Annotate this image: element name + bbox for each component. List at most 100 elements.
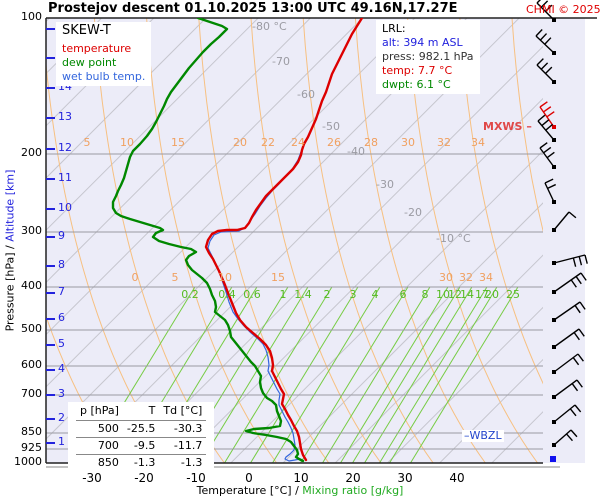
wind-barb: [552, 379, 583, 399]
table-cell: -9.5: [122, 437, 160, 455]
mixing-label-4: 4: [371, 288, 379, 301]
adiabat-label-r2-34: 34: [479, 271, 493, 284]
pressure-tick-700: 700: [21, 387, 42, 400]
pressure-tick-100: 100: [21, 10, 42, 23]
wind-barb: [552, 254, 588, 267]
wind-barb: [536, 0, 556, 22]
adiabat-label-r1-34: 34: [471, 136, 485, 149]
table-header: T: [148, 404, 156, 417]
wind-barb: [552, 429, 578, 447]
temp-tick-0: 0: [245, 471, 253, 485]
surface-level-square: [550, 456, 556, 462]
altitude-tick-9: 9: [58, 229, 65, 242]
wind-barb: [552, 272, 587, 294]
wind-barb: [552, 353, 584, 374]
pressure-tick-300: 300: [21, 224, 42, 237]
pressure-tick-925: 925: [21, 441, 42, 454]
table-cell: 500: [76, 420, 123, 438]
table-row: 850 -1.3 -1.3: [76, 454, 207, 471]
info-dewpoint: dwpt: 6.1 °C: [382, 78, 451, 91]
table-cell: -1.3: [122, 454, 160, 471]
altitude-tick-2: 2: [58, 411, 65, 424]
mixing-label-2: 2: [323, 288, 331, 301]
temperature-curve: [204, 18, 364, 462]
legend-item-temperature: temperature: [62, 42, 132, 55]
table-row: 700 -9.5 -11.7: [76, 437, 207, 455]
info-temperature: temp: 7.7 °C: [382, 64, 453, 77]
temp-tick-10: 10: [293, 471, 309, 485]
pressure-tick-500: 500: [21, 322, 42, 335]
isotherm-label--20: -20: [404, 206, 422, 219]
isotherm-label--50: -50: [322, 120, 340, 133]
adiabat-label-r1-26: 26: [327, 136, 341, 149]
isotherm-label--10 °C: -10 °C: [436, 232, 471, 245]
lrl-info-box: LRL: alt: 394 m ASL press: 982.1 hPa tem…: [376, 20, 480, 94]
mixing-label-6: 6: [399, 288, 407, 301]
isotherm-label--40: -40: [347, 145, 365, 158]
table-cell: 850: [76, 454, 123, 471]
info-altitude: alt: 394 m ASL: [382, 36, 463, 49]
mixing-label-3: 3: [349, 288, 357, 301]
wind-barb-column: [535, 0, 588, 462]
altitude-tick-13: 13: [58, 110, 72, 123]
x-axis-title-mixing: Mixing ratio [g/kg]: [302, 484, 404, 497]
altitude-tick-1: 1: [58, 435, 65, 448]
mixing-label-0.4: 0.4: [218, 288, 236, 301]
adiabat-label-r2-5: 5: [171, 271, 179, 284]
mixing-label-0.6: 0.6: [243, 288, 261, 301]
wind-barb: [539, 101, 556, 129]
legend-item-dew-point: dew point: [62, 56, 117, 69]
isotherm-label--60: -60: [297, 88, 315, 101]
wind-barb: [552, 211, 577, 232]
temp-tick--10: -10: [186, 471, 206, 485]
altitude-tick-10: 10: [58, 201, 72, 214]
wind-barb: [536, 58, 556, 84]
table-cell: -1.3: [159, 454, 207, 471]
sounding-curves: [111, 18, 364, 463]
temp-tick-20: 20: [345, 471, 361, 485]
wind-barb: [552, 328, 585, 349]
adiabat-label-r1-22: 22: [261, 136, 275, 149]
adiabat-label-r2-15: 15: [271, 271, 285, 284]
copyright-label: CHMI © 2025: [526, 3, 600, 16]
page-title: Prostejov descent 01.10.2025 13:00 UTC 4…: [48, 1, 458, 16]
adiabat-label-r2-0: 0: [131, 271, 139, 284]
wbzl-marker-label: –WBZL: [462, 429, 504, 442]
isotherm-label--70: -70: [272, 55, 290, 68]
table-cell: -30.3: [159, 420, 207, 438]
altitude-tick-4: 4: [58, 362, 65, 375]
table-cell: 700: [76, 437, 123, 455]
adiabat-label-r1-20: 20: [233, 136, 247, 149]
info-pressure: press: 982.1 hPa: [382, 50, 474, 63]
table-cell: -11.7: [159, 437, 207, 455]
pressure-tick-400: 400: [21, 279, 42, 292]
x-axis-title-temperature: Temperature [°C] /: [196, 484, 299, 497]
isotherm-label--80 °C: -80 °C: [252, 20, 287, 33]
wind-barb: [544, 178, 557, 204]
wind-barb: [537, 114, 556, 142]
adiabat-label-r1-24: 24: [291, 136, 305, 149]
wind-barb: [552, 301, 586, 322]
adiabat-label-r1-30: 30: [401, 136, 415, 149]
wind-barb: [535, 28, 556, 55]
adiabat-label-r1-5: 5: [83, 136, 91, 149]
level-data-table: p [hPa] T Td [°C] 500 -25.5 -30.3 700 -9.5 -11.7…: [68, 402, 215, 473]
altitude-tick-12: 12: [58, 141, 72, 154]
legend: SKEW-T temperature dew point wet bulb te…: [56, 22, 152, 86]
legend-item-wet-bulb: wet bulb temp.: [62, 70, 146, 83]
adiabat-label-r2-30: 30: [439, 271, 453, 284]
adiabat-label-r1-15: 15: [171, 136, 185, 149]
pressure-tick-600: 600: [21, 358, 42, 371]
altitude-tick-7: 7: [58, 285, 65, 298]
adiabat-label-r1-28: 28: [364, 136, 378, 149]
adiabat-label-r1-10: 10: [120, 136, 134, 149]
pressure-tick-850: 850: [21, 425, 42, 438]
table-cell: -25.5: [122, 420, 160, 438]
legend-title: SKEW-T: [62, 23, 111, 38]
table-row: 500 -25.5 -30.3: [76, 420, 207, 438]
mixing-label-12: 12: [448, 288, 462, 301]
adiabat-label-r2-32: 32: [459, 271, 473, 284]
temp-tick-30: 30: [397, 471, 413, 485]
mixing-label-17: 17: [475, 288, 489, 301]
